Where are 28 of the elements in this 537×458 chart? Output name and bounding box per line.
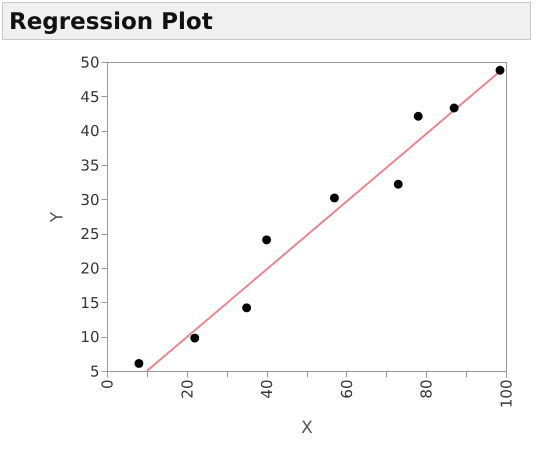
y-tick-label: 10 [80, 328, 100, 346]
y-tick-label: 5 [90, 362, 100, 380]
point [190, 334, 200, 343]
y-tick-label: 45 [80, 88, 100, 106]
point [394, 180, 403, 189]
x-tick-label: 20 [178, 380, 196, 399]
point [414, 112, 423, 121]
chart-title: Regression Plot [2, 2, 531, 40]
point [496, 66, 504, 75]
x-tick-label: 80 [418, 380, 436, 399]
point [262, 235, 272, 244]
y-axis-title: Y [47, 211, 68, 224]
point [134, 358, 144, 368]
point [330, 193, 339, 202]
point [450, 104, 459, 112]
x-tick-label: 0 [98, 380, 116, 390]
x-tick-label: 60 [338, 380, 356, 399]
y-tick-label: 50 [80, 54, 100, 72]
y-tick-label: 20 [80, 260, 100, 278]
point [242, 303, 252, 312]
y-tick-label: 35 [80, 156, 100, 174]
x-tick-label: 100 [498, 380, 516, 408]
y-tick-label: 40 [80, 122, 100, 140]
y-tick-label: 15 [80, 294, 100, 312]
y-tick-label: 25 [80, 225, 100, 244]
x-axis-title: X [301, 418, 314, 438]
y-tick-label: 30 [80, 190, 100, 209]
x-tick-label: 40 [258, 380, 276, 399]
